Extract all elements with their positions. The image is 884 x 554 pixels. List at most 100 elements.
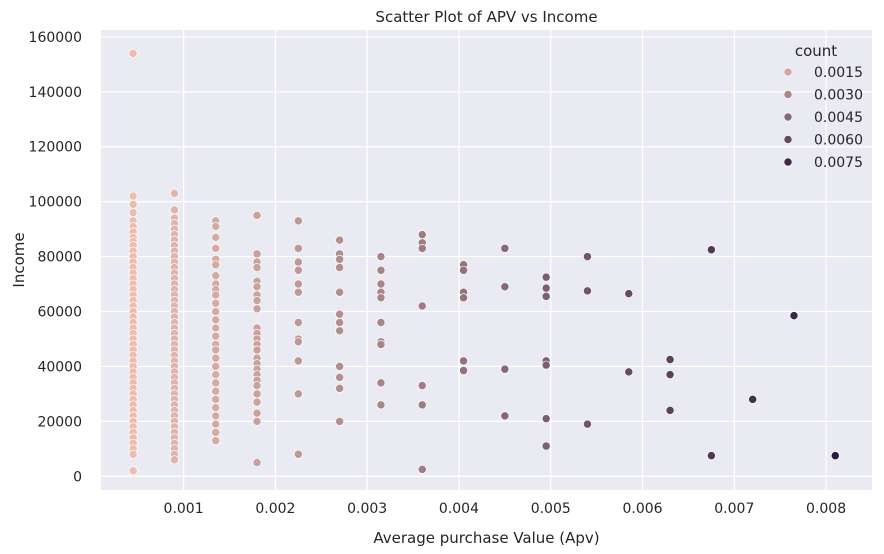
data-point <box>583 286 592 296</box>
data-point <box>293 318 303 327</box>
data-point <box>335 254 345 264</box>
legend-marker <box>783 90 793 99</box>
data-point <box>417 381 427 391</box>
data-point <box>252 249 262 259</box>
data-point <box>293 265 303 275</box>
legend-label: 0.0030 <box>814 88 863 104</box>
data-point <box>293 257 303 267</box>
y-tick-label: 60000 <box>37 304 82 320</box>
data-point <box>211 361 221 371</box>
y-axis-ticks: 0 20000 40000 60000 80000 100000 120000 140000 1… <box>29 30 82 485</box>
legend-label: 0.0060 <box>814 133 863 149</box>
data-point <box>335 309 345 319</box>
data-point <box>376 279 386 289</box>
data-point <box>169 188 179 198</box>
data-point <box>748 394 758 404</box>
data-point <box>500 411 510 421</box>
data-point <box>211 315 221 325</box>
data-point <box>665 355 675 365</box>
data-point <box>211 411 221 421</box>
data-point <box>128 191 138 201</box>
data-point <box>252 416 262 426</box>
y-tick-label: 80000 <box>37 250 82 266</box>
data-point <box>211 290 221 300</box>
data-point <box>211 419 221 429</box>
data-point <box>211 260 221 270</box>
y-tick-label: 40000 <box>37 359 82 375</box>
data-point <box>335 326 345 336</box>
legend-marker <box>783 135 793 144</box>
data-point <box>789 311 799 321</box>
data-point <box>459 293 469 303</box>
data-point <box>706 245 716 255</box>
data-point <box>459 356 469 366</box>
data-point <box>293 337 303 347</box>
x-axis-label: Average purchase Value (Apv) <box>373 529 599 547</box>
data-points <box>128 48 840 476</box>
grid-lines <box>101 30 872 490</box>
plot-area <box>101 30 872 490</box>
data-point <box>500 282 510 292</box>
x-tick-label: 0.002 <box>255 501 295 517</box>
data-point <box>541 283 551 293</box>
data-point <box>376 318 386 327</box>
data-point <box>211 331 221 341</box>
data-point <box>293 243 303 253</box>
data-point <box>169 455 179 465</box>
x-tick-label: 0.007 <box>714 501 754 517</box>
data-point <box>252 282 262 292</box>
data-point <box>252 345 262 355</box>
data-point <box>211 394 221 404</box>
data-point <box>211 378 221 388</box>
data-point <box>459 366 469 375</box>
data-point <box>252 408 262 418</box>
data-point <box>376 339 386 349</box>
data-point <box>541 291 551 301</box>
data-point <box>211 243 221 253</box>
data-point <box>128 449 138 459</box>
data-point <box>211 307 221 316</box>
x-tick-label: 0.004 <box>439 501 479 517</box>
data-point <box>211 221 221 231</box>
data-point <box>293 279 303 289</box>
data-point <box>128 199 138 209</box>
data-point <box>335 383 345 393</box>
data-point <box>417 243 427 253</box>
legend-label: 0.0075 <box>814 155 863 171</box>
data-point <box>665 405 675 415</box>
data-point <box>252 304 262 314</box>
data-point <box>211 345 221 355</box>
data-point <box>252 263 262 273</box>
data-point <box>376 400 386 410</box>
x-tick-label: 0.001 <box>164 501 204 517</box>
x-tick-label: 0.008 <box>806 501 846 517</box>
data-point <box>541 272 551 282</box>
x-tick-label: 0.006 <box>622 501 662 517</box>
data-point <box>706 451 716 461</box>
data-point <box>335 416 345 426</box>
legend-label: 0.0015 <box>814 65 863 81</box>
data-point <box>211 353 221 363</box>
data-point <box>830 451 840 461</box>
data-point <box>541 414 551 424</box>
data-point <box>293 287 303 297</box>
data-point <box>211 427 221 437</box>
data-point <box>252 210 262 220</box>
data-point <box>293 356 303 366</box>
y-tick-label: 0 <box>73 469 82 485</box>
data-point <box>335 372 345 382</box>
data-point <box>417 464 427 474</box>
y-tick-label: 140000 <box>29 85 82 101</box>
data-point <box>211 436 221 446</box>
x-axis-ticks: 0.001 0.002 0.003 0.004 0.005 0.006 0.007 0.008 <box>164 501 847 517</box>
y-tick-label: 120000 <box>29 140 82 156</box>
data-point <box>252 296 262 305</box>
data-point <box>459 265 469 275</box>
data-point <box>624 289 634 299</box>
data-point <box>252 397 262 407</box>
data-point <box>417 400 427 410</box>
data-point <box>211 298 221 308</box>
legend: count 0.0015 0.0030 0.0045 0.0060 0.0075 <box>783 42 863 171</box>
data-point <box>335 263 345 273</box>
data-point <box>169 205 179 215</box>
